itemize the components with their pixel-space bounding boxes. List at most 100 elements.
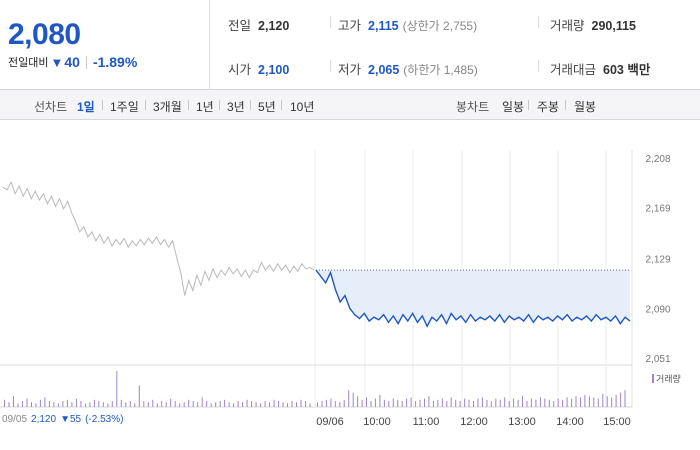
volume-bar — [325, 399, 327, 407]
volume-bar — [597, 398, 599, 407]
current-price: 2,080 — [8, 18, 81, 51]
candle-monthly[interactable]: 월봉 — [574, 100, 597, 114]
volume-bar — [296, 402, 297, 407]
volume-bar — [602, 393, 604, 407]
volume-bar — [441, 398, 443, 407]
volume-bar — [125, 402, 127, 407]
current-price-box: 2,080 전일대비 ▼ 40 -1.89% — [0, 0, 210, 90]
stat-label: 저가 — [338, 63, 362, 77]
volume-bar — [459, 401, 461, 407]
period-3m[interactable]: 3개월 — [153, 100, 182, 114]
volume-bar — [44, 397, 46, 407]
volume-bar — [410, 397, 412, 407]
down-arrow-icon: ▼ — [60, 414, 70, 425]
volume-bar — [251, 401, 253, 407]
volume-bar — [499, 399, 501, 407]
volume-bar — [111, 401, 113, 407]
volume-bar — [343, 399, 345, 407]
volume-bar — [48, 401, 50, 407]
stat-label: 전일 — [228, 19, 252, 33]
volume-bar — [383, 399, 385, 407]
volume-bar — [615, 395, 617, 407]
period-1d[interactable]: 1일 — [77, 100, 95, 114]
candle-weekly[interactable]: 주봉 — [537, 100, 560, 114]
volume-bar — [424, 398, 425, 407]
volume-bar — [575, 396, 577, 407]
volume-bar — [75, 398, 77, 407]
change-divider — [85, 55, 87, 69]
volume-bar — [446, 401, 448, 407]
volume-bar — [611, 397, 613, 407]
change-label: 전일대비 — [8, 57, 49, 69]
volume-bar — [107, 403, 109, 407]
volume-bar — [388, 401, 390, 407]
stat-amount: 거래대금 603 백만 — [550, 59, 650, 78]
volume-bar — [361, 399, 363, 407]
volume-bar — [464, 398, 466, 407]
volume-bar — [366, 397, 367, 407]
volume-bar — [197, 402, 199, 407]
volume-bar — [35, 403, 37, 407]
x-axis: 09/06 10:00 11:00 12:00 13:00 14:00 15:00 — [316, 416, 631, 428]
volume-bar — [62, 401, 64, 407]
stat-label: 고가 — [338, 19, 362, 33]
intraday-chart[interactable]: 2,208 2,169 2,129 2,090 2,051 09/06 10:00 11:0… — [0, 120, 700, 450]
volume-bar — [89, 402, 91, 407]
volume-bar — [548, 399, 550, 407]
candle-daily[interactable]: 일봉 — [502, 100, 525, 114]
volume-bar — [593, 397, 595, 407]
volume-bar — [4, 399, 5, 407]
period-3y[interactable]: 3년 — [227, 100, 245, 114]
stat-low: 저가 2,065 (하한가 1,485) — [338, 59, 478, 78]
volume-bar — [620, 392, 622, 407]
down-arrow-icon: ▼ — [50, 54, 64, 70]
volume-bar — [98, 401, 100, 407]
divider — [330, 16, 331, 28]
volume-bar — [544, 398, 546, 407]
period-1y[interactable]: 1년 — [196, 100, 214, 114]
volume-bars — [4, 371, 626, 407]
volume-bar — [606, 396, 608, 407]
prev-day-date: 09/05 — [2, 414, 28, 425]
volume-bar — [397, 399, 399, 407]
period-5y[interactable]: 5년 — [258, 100, 276, 114]
volume-bar — [183, 402, 185, 407]
volume-bar — [352, 392, 354, 407]
volume-bar — [392, 398, 394, 407]
volume-bar — [26, 398, 28, 407]
volume-bar — [228, 402, 230, 407]
volume-bar — [102, 402, 104, 407]
divider — [565, 100, 566, 110]
volume-bar — [539, 397, 541, 407]
volume-bar — [278, 401, 280, 407]
volume-bar — [242, 402, 244, 407]
x-tick-label: 14:00 — [556, 416, 584, 428]
volume-bar — [379, 395, 381, 407]
candle-chart-label: 봉차트 — [456, 100, 490, 114]
volume-bar — [517, 399, 519, 407]
volume-bar — [210, 403, 212, 407]
price-summary: 2,080 전일대비 ▼ 40 -1.89% 전일 2,120 고가 2,115… — [0, 0, 700, 90]
volume-bar — [179, 403, 181, 407]
volume-bar — [224, 399, 226, 407]
stat-label: 시가 — [228, 63, 252, 77]
change-percent: -1.89% — [92, 54, 138, 70]
volume-bar — [255, 402, 257, 407]
volume-bar — [206, 401, 208, 407]
volume-bar — [134, 403, 136, 407]
volume-bar — [309, 403, 311, 407]
volume-bar — [66, 399, 68, 407]
stat-label: 거래대금 — [550, 63, 597, 77]
volume-bar — [406, 398, 408, 407]
volume-bar — [264, 401, 266, 407]
period-1w[interactable]: 1주일 — [110, 100, 139, 114]
divider — [538, 60, 539, 72]
volume-legend-label: 거래량 — [656, 374, 681, 384]
volume-bar — [566, 397, 568, 407]
volume-bar — [535, 399, 537, 407]
period-bar: 선차트 1일 1주일 3개월 1년 3년 5년 10년 봉차트 일봉 주봉 월봉 — [0, 90, 700, 120]
volume-bar — [513, 398, 515, 407]
volume-bar — [334, 401, 336, 407]
period-10y[interactable]: 10년 — [290, 100, 315, 114]
volume-bar — [84, 403, 86, 407]
